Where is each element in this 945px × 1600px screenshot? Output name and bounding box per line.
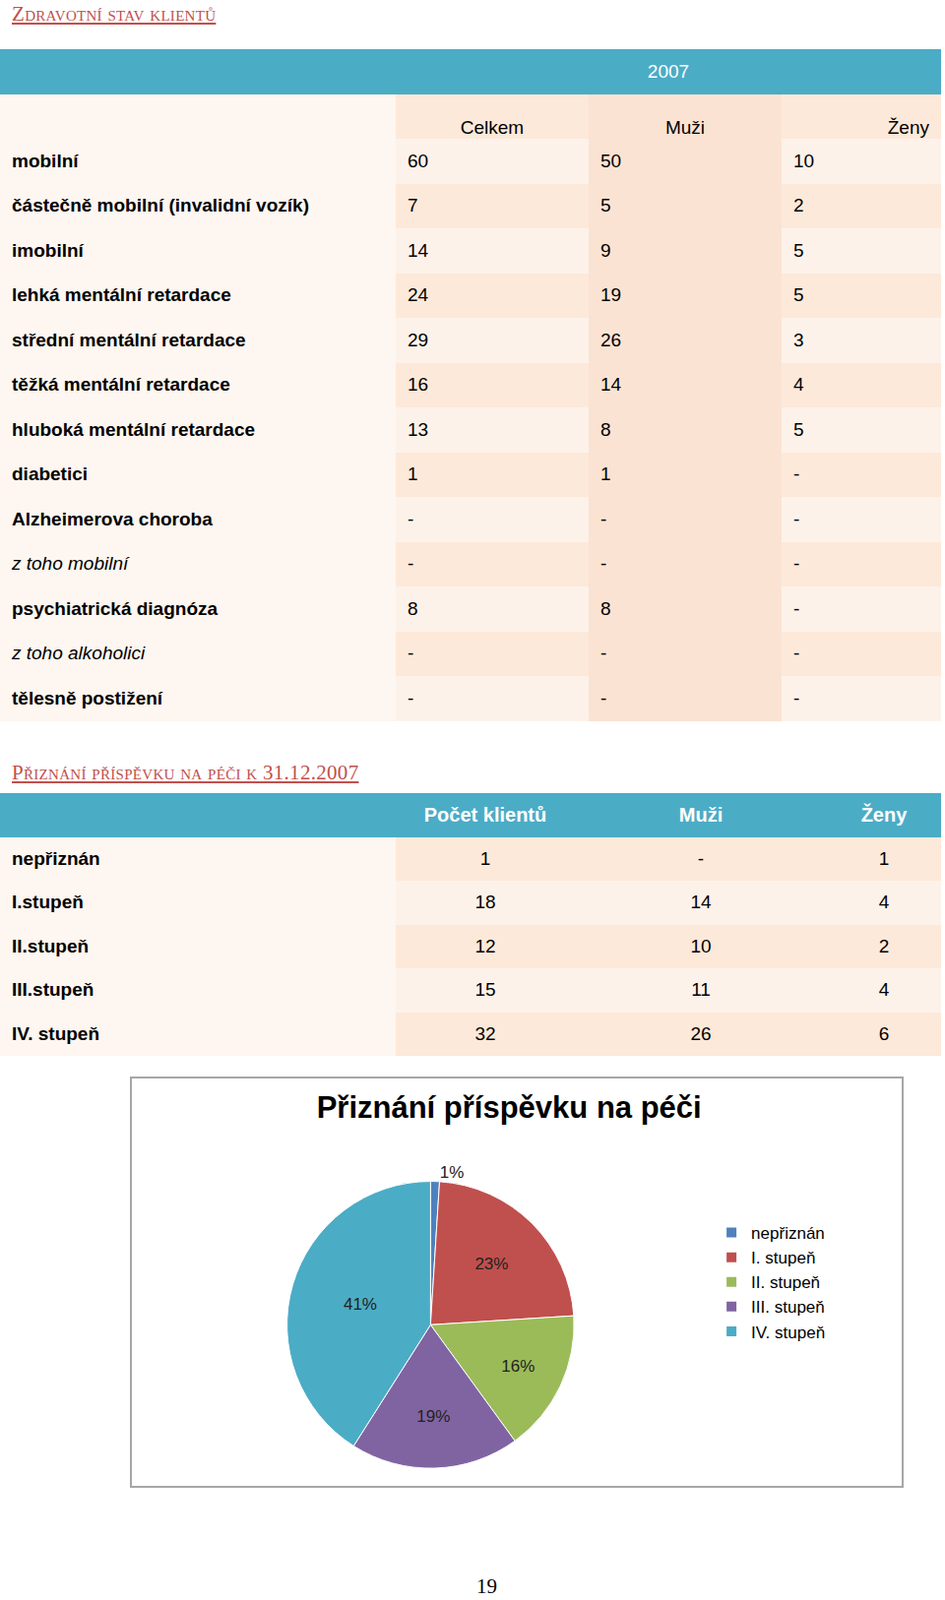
html-text:4: 4 — [793, 374, 804, 396]
html-text:1: 1 — [878, 848, 890, 870]
html-text:hluboká mentální retardace: hluboká mentální retardace — [11, 419, 256, 440]
html-text:16: 16 — [407, 374, 429, 396]
html-text:19: 19 — [476, 1575, 498, 1599]
svg-text:23%: 23% — [474, 1255, 508, 1274]
html-text:z toho mobilní: z toho mobilní — [11, 553, 129, 575]
html-text:tělesně postižení: tělesně postižení — [11, 687, 163, 709]
html-text:7: 7 — [407, 195, 418, 216]
html-text:nepřiznán: nepřiznán — [11, 848, 101, 870]
html-text:I.stupeň: I.stupeň — [11, 892, 84, 913]
html-text:lehká mentální retardace: lehká mentální retardace — [11, 284, 232, 306]
html-text:8: 8 — [407, 598, 418, 619]
html-text:psychiatrická diagnóza: psychiatrická diagnóza — [11, 598, 218, 619]
html-text:Přiznání příspěvku na péči k 3: Přiznání příspěvku na péči k 31.12.2007 — [11, 760, 359, 785]
html-text:Počet klientů: Počet klientů — [424, 804, 547, 826]
svg-text:19%: 19% — [416, 1407, 450, 1427]
html-text:Ženy: Ženy — [861, 804, 907, 826]
html-text:2: 2 — [878, 935, 890, 957]
svg-text:III. stupeň: III. stupeň — [751, 1298, 825, 1318]
html-text:5: 5 — [793, 239, 804, 261]
html-text:těžká mentální retardace: těžká mentální retardace — [11, 374, 231, 396]
html-text:Zdravotní stav klientů: Zdravotní stav klientů — [11, 1, 216, 26]
html-text:9: 9 — [600, 239, 611, 261]
svg-text:16%: 16% — [501, 1357, 535, 1377]
svg-text:IV. stupeň: IV. stupeň — [751, 1323, 825, 1343]
html-text:5: 5 — [600, 195, 611, 216]
html-text:z toho alkoholici: z toho alkoholici — [11, 643, 145, 664]
svg-text:II. stupeň: II. stupeň — [751, 1273, 820, 1293]
svg-text:Přiznání příspěvku na péči: Přiznání příspěvku na péči — [316, 1090, 702, 1126]
html-text:5: 5 — [793, 284, 804, 306]
html-text:14: 14 — [407, 239, 429, 261]
svg-text:I. stupeň: I. stupeň — [751, 1249, 816, 1268]
html-text:50: 50 — [600, 150, 622, 172]
html-text:60: 60 — [407, 150, 429, 172]
html-text:3: 3 — [793, 329, 804, 351]
html-text:26: 26 — [690, 1023, 712, 1045]
html-text:14: 14 — [600, 374, 622, 396]
html-text:8: 8 — [600, 598, 611, 619]
html-text:Muži: Muži — [665, 117, 705, 138]
html-text:střední mentální retardace: střední mentální retardace — [11, 329, 246, 351]
html-text:1: 1 — [600, 463, 611, 485]
html-text:2007: 2007 — [647, 60, 690, 82]
html-text:diabetici: diabetici — [11, 463, 88, 485]
html-text:10: 10 — [690, 935, 712, 957]
svg-text:nepřiznán: nepřiznán — [751, 1224, 825, 1244]
html-text:11: 11 — [691, 979, 711, 1001]
html-text:24: 24 — [407, 284, 429, 306]
html-text:13: 13 — [407, 419, 429, 440]
html-text:32: 32 — [474, 1023, 496, 1045]
html-text:IV. stupeň: IV. stupeň — [11, 1023, 100, 1045]
html-text:4: 4 — [878, 979, 890, 1001]
html-text:II.stupeň: II.stupeň — [11, 935, 89, 957]
html-text:5: 5 — [793, 419, 804, 440]
html-text:6: 6 — [878, 1023, 890, 1045]
html-text:19: 19 — [600, 284, 622, 306]
html-text:Muži: Muži — [679, 804, 723, 826]
html-text:1: 1 — [480, 848, 491, 870]
html-text:Alzheimerova choroba: Alzheimerova choroba — [11, 508, 213, 530]
html-text:Ženy: Ženy — [887, 117, 930, 138]
svg-text:1%: 1% — [440, 1163, 465, 1183]
html-text:imobilní: imobilní — [11, 239, 84, 261]
html-text:10: 10 — [793, 150, 815, 172]
html-text:III.stupeň: III.stupeň — [11, 979, 94, 1001]
html-text:1: 1 — [407, 463, 418, 485]
html-text:Celkem: Celkem — [460, 117, 524, 138]
html-text:29: 29 — [407, 329, 429, 351]
svg-text:41%: 41% — [343, 1295, 378, 1315]
html-text:2: 2 — [793, 195, 804, 216]
html-text:12: 12 — [474, 935, 496, 957]
html-text:částečně mobilní (invalidní vo: částečně mobilní (invalidní vozík) — [11, 195, 310, 216]
html-text:14: 14 — [690, 892, 712, 913]
html-text:mobilní: mobilní — [11, 150, 79, 172]
html-text:26: 26 — [600, 329, 622, 351]
html-text:15: 15 — [474, 979, 496, 1001]
html-text:4: 4 — [878, 892, 890, 913]
html-text:8: 8 — [600, 419, 611, 440]
html-text:18: 18 — [474, 892, 496, 913]
